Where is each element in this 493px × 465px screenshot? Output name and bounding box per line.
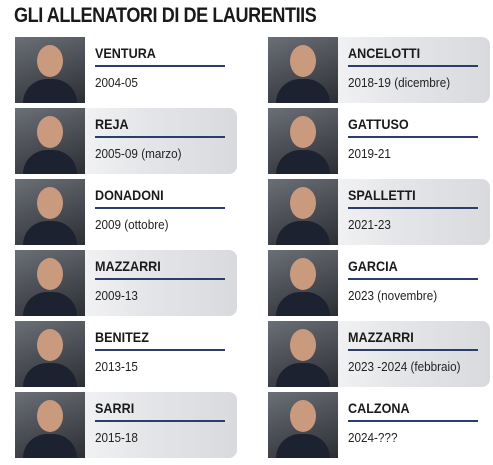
coach-card: MAZZARRI 2023 -2024 (febbraio) bbox=[268, 321, 490, 387]
coach-period: 2019-21 bbox=[348, 146, 391, 161]
coach-name: MAZZARRI bbox=[348, 329, 414, 345]
coach-card: SPALLETTI 2021-23 bbox=[268, 179, 490, 245]
coach-period: 2009-13 bbox=[95, 288, 138, 303]
photo-head bbox=[37, 116, 63, 148]
photo-torso bbox=[23, 363, 77, 387]
coach-period: 2009 (ottobre) bbox=[95, 217, 169, 232]
coach-name: SARRI bbox=[95, 400, 135, 416]
photo-torso bbox=[23, 150, 77, 174]
title: GLI ALLENATORI DI DE LAURENTIIS bbox=[14, 4, 317, 27]
photo bbox=[15, 321, 85, 387]
photo-torso bbox=[23, 79, 77, 103]
coach-period: 2024-??? bbox=[348, 430, 398, 445]
coach-name: VENTURA bbox=[95, 45, 156, 61]
divider bbox=[348, 420, 478, 422]
coach-card: CALZONA 2024-??? bbox=[268, 392, 490, 458]
divider bbox=[348, 278, 478, 280]
coach-card: SARRI 2015-18 bbox=[15, 392, 237, 458]
photo-torso bbox=[276, 79, 330, 103]
coach-period: 2013-15 bbox=[95, 359, 138, 374]
photo-head bbox=[290, 400, 316, 432]
photo-torso bbox=[23, 221, 77, 245]
divider bbox=[95, 136, 225, 138]
coach-card: REJA 2005-09 (marzo) bbox=[15, 108, 237, 174]
coach-name: MAZZARRI bbox=[95, 258, 161, 274]
photo-head bbox=[37, 258, 63, 290]
photo-head bbox=[37, 45, 63, 77]
divider bbox=[95, 349, 225, 351]
coach-period: 2023 (novembre) bbox=[348, 288, 438, 303]
coach-period: 2004-05 bbox=[95, 75, 138, 90]
coach-card: VENTURA 2004-05 bbox=[15, 37, 237, 103]
photo-head bbox=[290, 187, 316, 219]
coach-card: BENITEZ 2013-15 bbox=[15, 321, 237, 387]
photo-torso bbox=[276, 221, 330, 245]
coach-period: 2015-18 bbox=[95, 430, 138, 445]
photo-head bbox=[290, 329, 316, 361]
photo-head bbox=[37, 329, 63, 361]
photo bbox=[15, 108, 85, 174]
photo-torso bbox=[276, 150, 330, 174]
divider bbox=[95, 65, 225, 67]
coach-name: GATTUSO bbox=[348, 116, 409, 132]
divider bbox=[95, 420, 225, 422]
photo-head bbox=[290, 45, 316, 77]
coach-name: ANCELOTTI bbox=[348, 45, 421, 61]
photo bbox=[268, 321, 338, 387]
coach-card: ANCELOTTI 2018-19 (dicembre) bbox=[268, 37, 490, 103]
photo bbox=[15, 37, 85, 103]
coach-card: GARCIA 2023 (novembre) bbox=[268, 250, 490, 316]
divider bbox=[95, 278, 225, 280]
coach-period: 2005-09 (marzo) bbox=[95, 146, 182, 161]
photo-head bbox=[37, 400, 63, 432]
coach-card: GATTUSO 2019-21 bbox=[268, 108, 490, 174]
photo-torso bbox=[276, 292, 330, 316]
coach-period: 2023 -2024 (febbraio) bbox=[348, 359, 461, 374]
photo bbox=[268, 392, 338, 458]
photo bbox=[268, 179, 338, 245]
photo-torso bbox=[276, 434, 330, 458]
coach-card: MAZZARRI 2009-13 bbox=[15, 250, 237, 316]
coach-name: BENITEZ bbox=[95, 329, 149, 345]
divider bbox=[348, 136, 478, 138]
coach-name: DONADONI bbox=[95, 187, 164, 203]
coach-card: DONADONI 2009 (ottobre) bbox=[15, 179, 237, 245]
coach-name: SPALLETTI bbox=[348, 187, 416, 203]
photo-head bbox=[37, 187, 63, 219]
divider bbox=[95, 207, 225, 209]
divider bbox=[348, 349, 478, 351]
photo bbox=[15, 392, 85, 458]
coach-period: 2018-19 (dicembre) bbox=[348, 75, 451, 90]
photo bbox=[15, 179, 85, 245]
photo-torso bbox=[276, 363, 330, 387]
photo bbox=[268, 108, 338, 174]
divider bbox=[348, 207, 478, 209]
coach-period: 2021-23 bbox=[348, 217, 391, 232]
divider bbox=[348, 65, 478, 67]
coach-name: REJA bbox=[95, 116, 129, 132]
photo bbox=[268, 37, 338, 103]
coach-name: GARCIA bbox=[348, 258, 398, 274]
photo-head bbox=[290, 258, 316, 290]
photo-torso bbox=[23, 434, 77, 458]
photo bbox=[268, 250, 338, 316]
photo-head bbox=[290, 116, 316, 148]
coach-name: CALZONA bbox=[348, 400, 410, 416]
photo bbox=[15, 250, 85, 316]
photo-torso bbox=[23, 292, 77, 316]
